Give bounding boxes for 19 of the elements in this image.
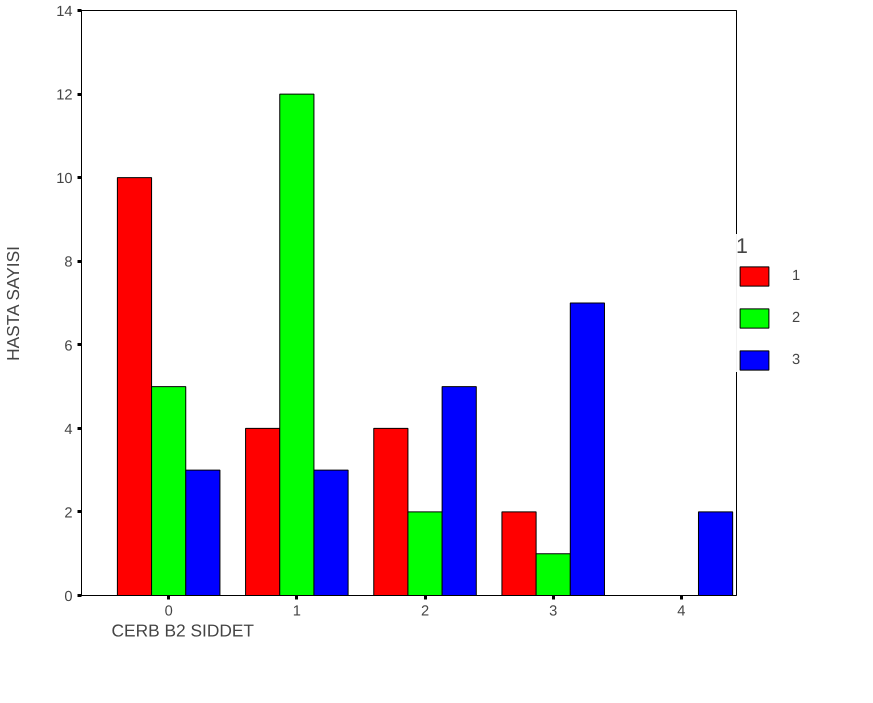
x-tick-label: 4 [677, 604, 686, 620]
legend-title: 1 [736, 234, 749, 258]
x-tick-label: 2 [420, 604, 430, 620]
legend-label: 1 [792, 268, 802, 284]
x-tick-label: 1 [292, 604, 301, 620]
y-tick-label: 12 [56, 88, 73, 104]
y-tick-label: 6 [64, 338, 73, 354]
legend-label: 3 [792, 352, 802, 368]
y-tick-label: 8 [64, 254, 73, 271]
legend-label: 2 [792, 310, 802, 326]
y-tick-label: 0 [64, 589, 73, 605]
x-tick-label: 3 [549, 604, 558, 620]
y-tick-label: 10 [56, 171, 73, 188]
y-tick-label: 4 [64, 422, 73, 438]
x-tick-label: 0 [164, 604, 173, 620]
x-axis-title: CERB B2 SIDDET [112, 620, 254, 640]
y-tick-label: 14 [56, 4, 73, 20]
y-axis-title: HASTA SAYISI [3, 246, 24, 361]
y-tick-label: 2 [64, 505, 73, 522]
